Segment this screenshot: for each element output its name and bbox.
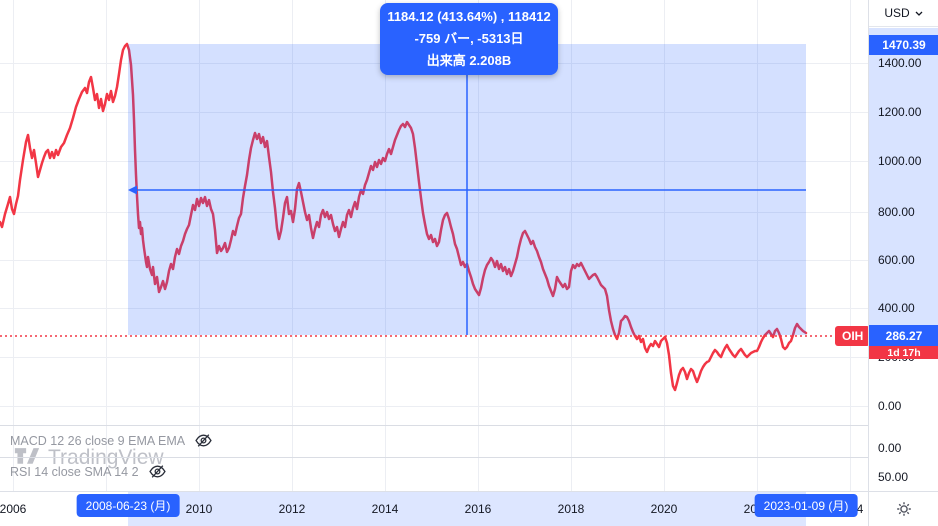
measure-arrow-left-icon (128, 185, 137, 195)
price-tick-label: 1000.00 (878, 154, 922, 168)
measure-tooltip-price-change: 1184.12 (413.64%) , 118412 (387, 9, 551, 24)
price-tick-label: 0.00 (878, 399, 902, 413)
pane-separator-rsi[interactable] (0, 457, 938, 458)
price-tick-label: 400.00 (878, 301, 915, 315)
symbol-price-label: OIH (835, 326, 871, 346)
measure-tooltip-bars-days: -759 バー, -5313日 (414, 31, 524, 46)
price-tick-label: 800.00 (878, 205, 915, 219)
gear-icon[interactable] (895, 500, 913, 518)
year-label: 2018 (557, 502, 585, 516)
currency-label: USD (884, 6, 910, 20)
time-scale-selection-highlight (128, 492, 806, 526)
chevron-down-icon (915, 11, 923, 16)
currency-selector[interactable]: USD (869, 0, 938, 27)
price-tick-label: 1400.00 (878, 56, 922, 70)
rsi-legend-label: RSI 14 close SMA 14 2 (10, 464, 139, 479)
year-label: 2016 (464, 502, 492, 516)
last-price-badge: 286.27 (869, 325, 938, 346)
eye-off-icon[interactable] (148, 463, 166, 480)
price-tick-label: 1200.00 (878, 105, 922, 119)
price-line (0, 42, 808, 392)
year-label: 2006 (0, 502, 27, 516)
price-scale-selection-highlight (869, 28, 938, 336)
price-tick-label: 50.00 (878, 470, 909, 484)
macd-legend[interactable]: MACD 12 26 close 9 EMA EMA (10, 432, 212, 449)
tradingview-logo-icon (14, 447, 40, 470)
measure-tooltip-volume: 出来高 2.208B (426, 53, 512, 68)
price-scale[interactable]: 50.000.000.00200.00400.00600.00800.00100… (868, 0, 938, 491)
bar-countdown-badge: 1d 17h (869, 346, 938, 359)
time-scale[interactable]: 2006200820102012201420162018202020222024… (0, 491, 938, 526)
chart-area[interactable] (0, 0, 868, 491)
year-label: 2020 (650, 502, 678, 516)
eye-off-icon[interactable] (195, 432, 212, 449)
pane-separator-macd[interactable] (0, 425, 938, 426)
year-label: 2014 (371, 502, 399, 516)
price-tick-label: 600.00 (878, 253, 915, 267)
measure-end-date-badge: 2023-01-09 (月) (754, 494, 858, 517)
macd-legend-label: MACD 12 26 close 9 EMA EMA (10, 433, 186, 448)
scale-settings-corner[interactable] (868, 491, 938, 526)
year-label: 2012 (278, 502, 306, 516)
year-label: 2010 (185, 502, 213, 516)
price-tick-label: 0.00 (878, 441, 902, 455)
measure-tooltip: 1184.12 (413.64%) , 118412 -759 バー, -531… (380, 3, 558, 75)
measure-start-date-badge: 2008-06-23 (月) (76, 494, 180, 517)
rsi-legend[interactable]: RSI 14 close SMA 14 2 (10, 463, 166, 480)
measure-high-price-badge: 1470.39 (869, 35, 938, 55)
